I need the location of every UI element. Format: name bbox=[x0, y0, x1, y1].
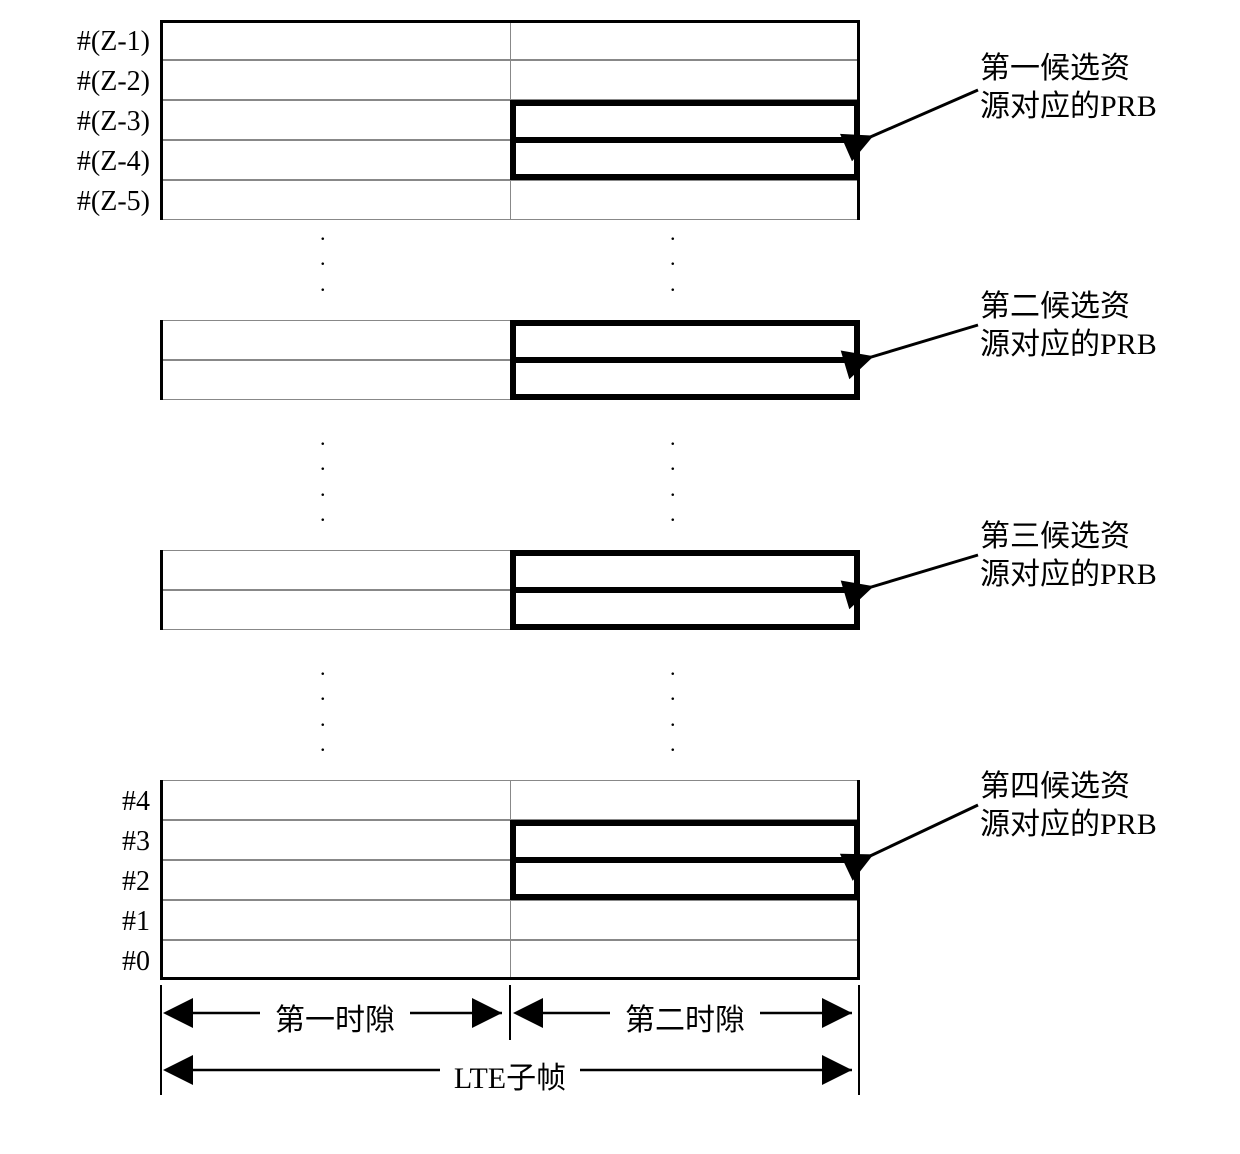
prb-inner-divider bbox=[516, 857, 854, 863]
callout-arrow-3 bbox=[858, 540, 988, 610]
ellipsis-dots: ... bbox=[670, 220, 678, 296]
candidate-2-prb-block bbox=[510, 320, 860, 400]
ylabel: #(Z-4) bbox=[30, 146, 150, 178]
ellipsis-dots: .... bbox=[670, 655, 678, 756]
prb-inner-divider bbox=[516, 137, 854, 143]
prb-row bbox=[163, 180, 857, 220]
slot-divider bbox=[510, 181, 511, 219]
callout-arrow-1 bbox=[858, 80, 988, 160]
resource-grid-diagram: #(Z-1) #(Z-2) #(Z-3) #(Z-4) #(Z-5) #4 #3… bbox=[20, 20, 1220, 1134]
ellipsis-dots: .... bbox=[320, 425, 328, 526]
ylabel: #(Z-1) bbox=[30, 26, 150, 58]
callout-arrow-2 bbox=[858, 310, 988, 380]
xaxis-area: 第一时隙 第二时隙 LTE子帧 bbox=[160, 985, 860, 1125]
slot-divider bbox=[510, 781, 511, 819]
subframe-label: LTE子帧 bbox=[440, 1053, 580, 1097]
ellipsis-dots: .... bbox=[670, 425, 678, 526]
callout-line1: 第四候选资 bbox=[980, 770, 1130, 803]
prb-inner-divider bbox=[516, 357, 854, 363]
callout-line2: 源对应的PRB bbox=[980, 558, 1157, 591]
prb-inner-divider bbox=[516, 587, 854, 593]
slot1-label: 第一时隙 bbox=[260, 995, 410, 1039]
ylabel: #3 bbox=[30, 826, 150, 858]
callout-1: 第一候选资 源对应的PRB bbox=[980, 50, 1157, 125]
ellipsis-dots: ... bbox=[320, 220, 328, 296]
prb-row bbox=[163, 940, 857, 980]
candidate-4-prb-block bbox=[510, 820, 860, 900]
callout-line1: 第一候选资 bbox=[980, 52, 1130, 85]
ylabel: #0 bbox=[30, 946, 150, 978]
callout-arrow-4 bbox=[858, 795, 988, 875]
callout-line1: 第二候选资 bbox=[980, 290, 1130, 323]
callout-line2: 源对应的PRB bbox=[980, 808, 1157, 841]
callout-line2: 源对应的PRB bbox=[980, 328, 1157, 361]
prb-row bbox=[163, 60, 857, 100]
slot2-label: 第二时隙 bbox=[610, 995, 760, 1039]
ylabel: #(Z-5) bbox=[30, 186, 150, 218]
slot-divider bbox=[510, 23, 511, 59]
slot-divider bbox=[510, 941, 511, 977]
callout-3: 第三候选资 源对应的PRB bbox=[980, 518, 1157, 593]
prb-row bbox=[163, 20, 857, 60]
frame-area bbox=[160, 20, 860, 1020]
candidate-1-prb-block bbox=[510, 100, 860, 180]
ylabel: #(Z-2) bbox=[30, 66, 150, 98]
prb-row bbox=[163, 900, 857, 940]
ylabel: #2 bbox=[30, 866, 150, 898]
callout-line2: 源对应的PRB bbox=[980, 90, 1157, 123]
slot-divider bbox=[510, 61, 511, 99]
callout-2: 第二候选资 源对应的PRB bbox=[980, 288, 1157, 363]
ylabel: #1 bbox=[30, 906, 150, 938]
slot-divider bbox=[510, 901, 511, 939]
callout-4: 第四候选资 源对应的PRB bbox=[980, 768, 1157, 843]
ylabel: #(Z-3) bbox=[30, 106, 150, 138]
ellipsis-dots: .... bbox=[320, 655, 328, 756]
callout-line1: 第三候选资 bbox=[980, 520, 1130, 553]
ylabel: #4 bbox=[30, 786, 150, 818]
candidate-3-prb-block bbox=[510, 550, 860, 630]
prb-row bbox=[163, 780, 857, 820]
